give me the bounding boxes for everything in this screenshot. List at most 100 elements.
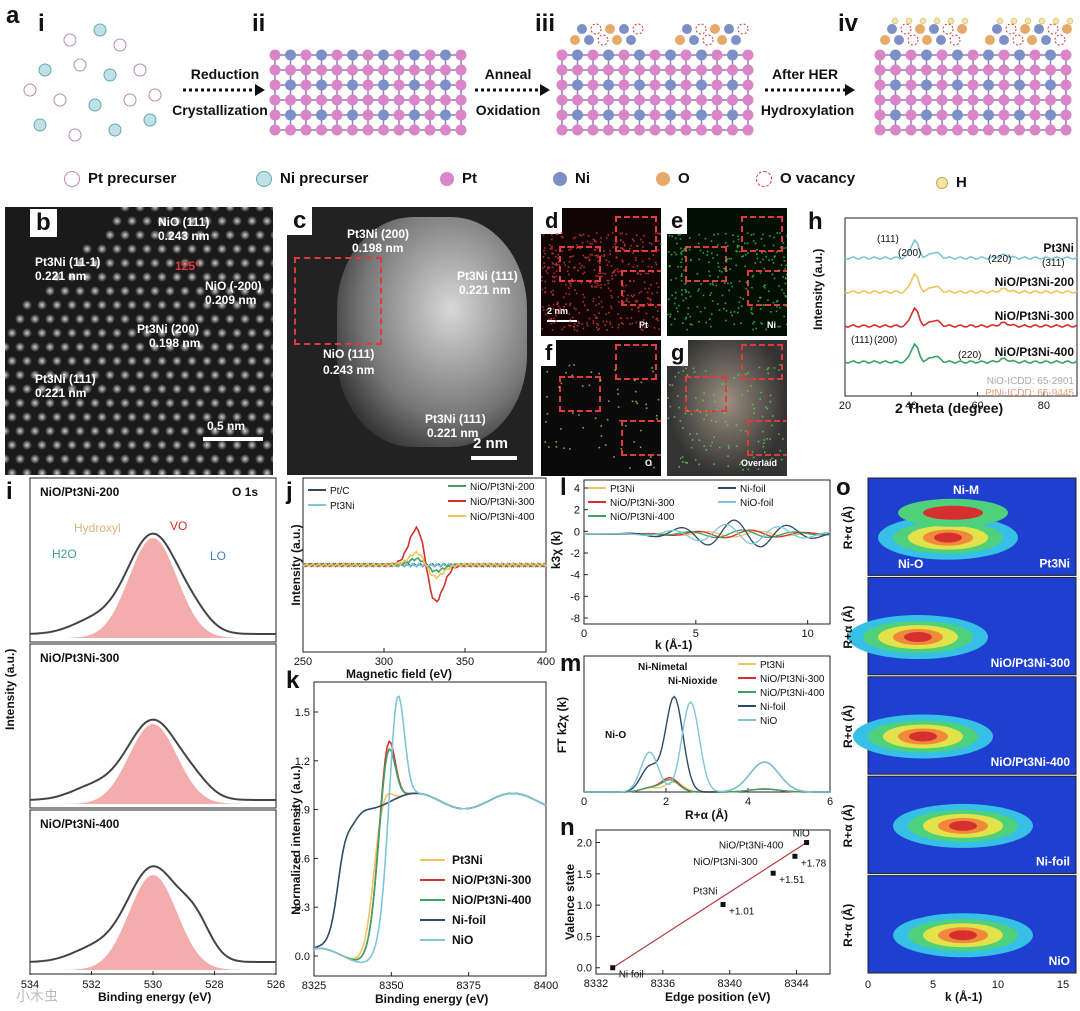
b-pt3ni200: Pt3Ni (200) — [137, 322, 200, 336]
l-tick-label: 10 — [802, 628, 814, 640]
hrtem-atom — [187, 440, 197, 450]
eds-speckle — [636, 245, 639, 247]
hrtem-atom — [150, 398, 160, 408]
eds-speckle — [608, 279, 610, 282]
eds-speckle — [631, 308, 633, 311]
ni-atom — [890, 79, 901, 91]
hrtem-atom — [217, 384, 227, 394]
eds-speckle — [681, 258, 683, 261]
eds-speckle — [768, 235, 771, 237]
eds-speckle — [576, 324, 579, 327]
hrtem-atom — [97, 244, 107, 254]
pt-atom — [711, 64, 723, 76]
n-ytick-label: 0.5 — [577, 931, 592, 943]
hrtem-atom — [37, 440, 47, 450]
hrtem-atom — [75, 286, 85, 296]
hrtem-atom — [112, 468, 122, 475]
eds-speckle — [681, 427, 684, 429]
hrtem-atom — [45, 342, 55, 352]
m-legend-label: NiO — [760, 716, 777, 727]
hrtem-atom — [262, 384, 272, 394]
eds-speckle — [552, 303, 555, 306]
eds-speckle — [776, 300, 779, 302]
hrtem-atom — [187, 216, 197, 226]
eds-speckle — [698, 258, 700, 261]
hrtem-atom — [67, 384, 77, 394]
eds-speckle — [785, 264, 787, 267]
hrtem-atom — [105, 258, 115, 268]
eds-speckle — [608, 249, 611, 252]
eds-speckle — [673, 251, 676, 254]
pt-atom — [618, 64, 630, 76]
eds-speckle — [596, 282, 598, 285]
pt-atom — [300, 64, 312, 76]
pt-atom — [285, 124, 296, 136]
hrtem-atom — [150, 286, 160, 296]
hrtem-atom — [195, 258, 205, 268]
eds-speckle — [606, 279, 608, 282]
pt-atom — [936, 79, 948, 91]
c-pt3ni111a: Pt3Ni (111) — [457, 269, 518, 283]
eds-speckle — [713, 436, 715, 438]
hrtem-atom — [67, 272, 77, 282]
eds-speckle — [605, 313, 608, 316]
c-nio111: NiO (111) — [323, 347, 375, 361]
eds-speckle — [684, 283, 686, 285]
hrtem-atom — [90, 286, 100, 296]
hrtem-atom — [22, 300, 32, 310]
hrtem-atom — [67, 300, 77, 310]
eds-speckle — [598, 327, 600, 330]
pt-atom — [711, 49, 723, 61]
eds-speckle — [594, 254, 597, 257]
eds-speckle — [542, 306, 544, 308]
eds-speckle — [744, 242, 746, 245]
hrtem-atom — [90, 370, 100, 380]
eds-speckle — [698, 242, 700, 245]
k-ytick-label: 1.2 — [295, 756, 310, 768]
eds-speckle — [599, 241, 602, 243]
eds-speckle — [699, 411, 702, 413]
eds-speckle — [771, 457, 773, 460]
pt-atom — [952, 124, 963, 136]
eds-speckle — [586, 240, 589, 243]
hrtem-atom — [30, 398, 40, 408]
eds-speckle — [544, 291, 546, 294]
oxide-iii-right — [675, 23, 749, 46]
pt-atom — [269, 109, 281, 121]
hrtem-atom — [187, 300, 197, 310]
c-red-box — [294, 257, 382, 345]
eds-speckle — [589, 253, 592, 256]
hrtem-atom — [127, 300, 137, 310]
hrtem-atom — [45, 286, 55, 296]
eds-speckle — [599, 256, 601, 259]
eds-speckle — [556, 309, 558, 312]
i-sub1 — [29, 643, 277, 809]
pt-atom — [347, 124, 358, 136]
eds-speckle — [640, 290, 643, 293]
eds-speckle — [577, 269, 579, 272]
eds-speckle — [650, 464, 653, 466]
hrtem-atom — [165, 230, 175, 240]
pt-atom — [983, 94, 994, 106]
hrtem-atom — [247, 468, 257, 475]
hrtem-atom — [75, 314, 85, 324]
hrtem-atom — [52, 356, 62, 366]
eds-speckle — [727, 455, 729, 457]
eds-speckle — [720, 271, 723, 273]
pt-atom — [680, 94, 692, 106]
hrtem-atom — [157, 300, 167, 310]
hrtem-atom — [75, 370, 85, 380]
hrtem-atom — [232, 468, 242, 475]
eds-speckle — [709, 274, 711, 277]
eds-speckle — [761, 415, 764, 418]
eds-speckle — [784, 267, 787, 270]
hrtem-atom — [142, 384, 152, 394]
hrtem-atom — [67, 412, 77, 422]
pt-atom — [572, 124, 583, 136]
pt-atom — [362, 49, 374, 61]
eds-speckle — [691, 439, 694, 441]
eds-speckle — [669, 384, 671, 386]
i-comp: VO — [170, 519, 187, 533]
hrtem-atom — [157, 440, 167, 450]
eds-speckle — [680, 252, 682, 254]
